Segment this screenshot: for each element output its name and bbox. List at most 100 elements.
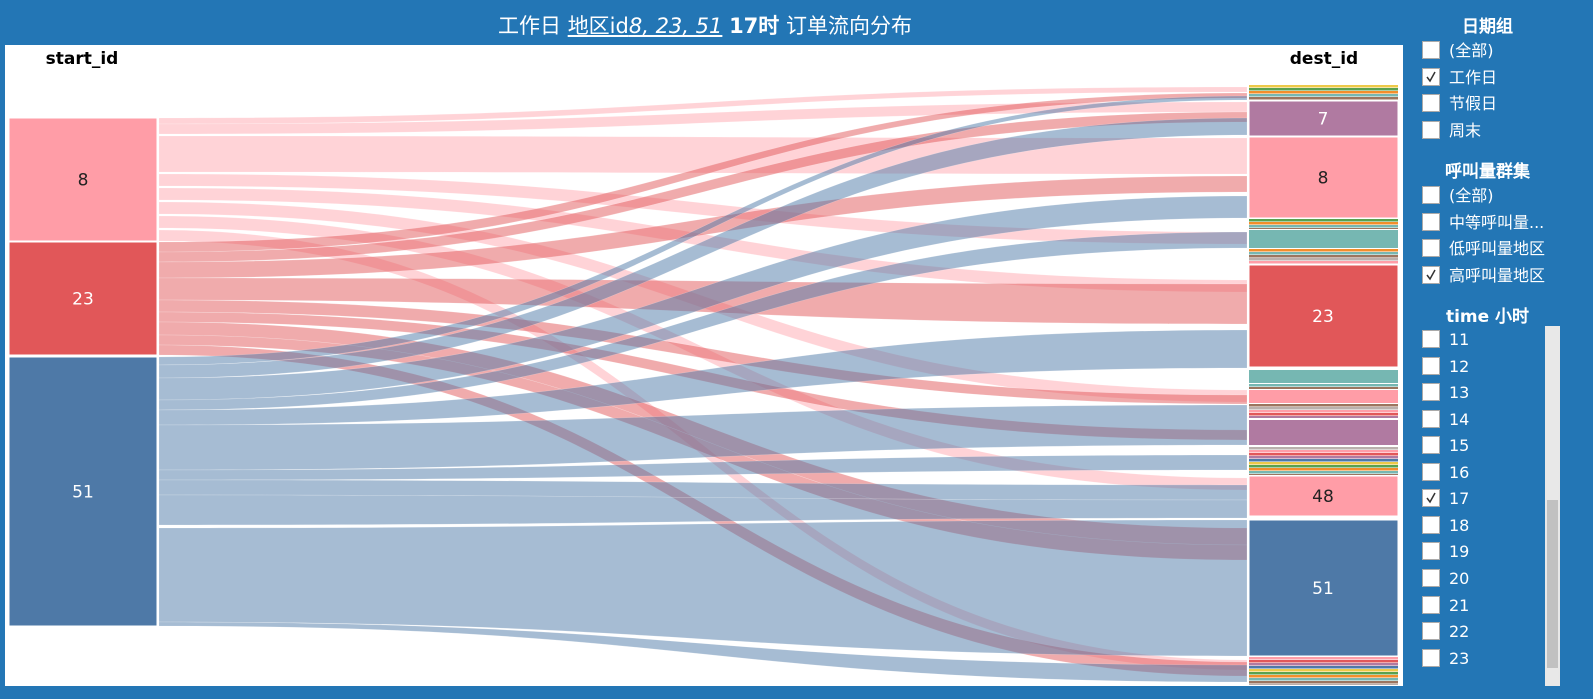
right-stripe [1249, 450, 1398, 453]
flow [158, 299, 1248, 405]
right-stripe [1249, 678, 1398, 681]
option-label: 14 [1449, 409, 1470, 429]
option-label: 11 [1449, 330, 1470, 349]
right-stripe [1249, 468, 1398, 471]
right-stripe [1249, 252, 1398, 255]
flow [158, 329, 1248, 426]
check-mark [1426, 71, 1436, 83]
flow [158, 621, 1248, 683]
right-stripe [1249, 672, 1398, 675]
checkbox[interactable] [1422, 67, 1440, 86]
option-label: 13 [1449, 383, 1470, 403]
right-stripe [1249, 666, 1398, 669]
left-node-label: 23 [72, 290, 94, 310]
checkbox[interactable] [1422, 212, 1440, 231]
right-stripe [1249, 465, 1398, 468]
option-label: 周末 [1449, 121, 1482, 141]
checkbox[interactable] [1422, 383, 1440, 402]
checkbox[interactable] [1422, 239, 1440, 258]
checkbox[interactable] [1422, 648, 1440, 667]
right-stripe [1249, 225, 1398, 228]
right-header: dest_id [1290, 49, 1358, 69]
right-stripe [1249, 660, 1398, 663]
flow [158, 519, 1248, 657]
checkbox[interactable] [1422, 121, 1440, 140]
right-stripe [1249, 675, 1398, 678]
left-node [8, 356, 158, 627]
checkbox[interactable] [1422, 595, 1440, 614]
sankey: start_id dest_id 8 23 51 7 8 23 48 51 [8, 49, 1399, 685]
option-label: 中等呼叫量... [1449, 212, 1545, 232]
checkbox[interactable] [1422, 186, 1440, 204]
left-node [8, 241, 158, 356]
right-stripe [1249, 447, 1398, 450]
right-stripe [1249, 669, 1398, 672]
right-node [1249, 370, 1398, 383]
right-stripe [1249, 255, 1398, 258]
right-stripe [1249, 85, 1398, 88]
option-label: 15 [1449, 436, 1470, 456]
checkbox[interactable] [1422, 515, 1440, 534]
scroll-thumb[interactable] [1547, 500, 1558, 668]
checkbox[interactable] [1422, 568, 1440, 587]
filter-title: time 小时 [1445, 307, 1530, 327]
flow [158, 95, 1248, 366]
right-node [1248, 519, 1399, 657]
right-stripe [1249, 219, 1398, 222]
right-stripe [1249, 222, 1398, 225]
right-node [1248, 475, 1399, 517]
flow [158, 117, 1248, 379]
filter-title: 日期组 [1462, 17, 1513, 37]
option-label: 16 [1449, 462, 1470, 482]
right-stripe [1249, 94, 1398, 97]
checkbox[interactable] [1422, 489, 1440, 508]
right-stripe [1249, 88, 1398, 91]
right-stripe [1249, 249, 1398, 252]
title-hour: 17时 [729, 14, 780, 38]
right-stripe [1249, 474, 1398, 475]
title-suffix: 订单流向分布 [785, 14, 912, 38]
right-stripe [1249, 684, 1398, 685]
checkbox[interactable] [1422, 330, 1440, 348]
right-stripe [1249, 657, 1398, 660]
right-stripe [1249, 462, 1398, 465]
right-stripe [1249, 410, 1398, 413]
checkbox[interactable] [1422, 462, 1440, 481]
checkbox[interactable] [1422, 41, 1440, 59]
flow [158, 195, 1248, 401]
right-stripe [1249, 453, 1398, 456]
title-ids[interactable]: 8, 23, 51 [628, 14, 723, 38]
title-link[interactable]: 地区id [567, 14, 629, 38]
right-stripe [1249, 228, 1398, 229]
option-label: (全部) [1449, 186, 1494, 205]
checkbox[interactable] [1422, 356, 1440, 375]
checkbox[interactable] [1422, 266, 1440, 285]
right-node-label: 51 [1312, 579, 1334, 599]
option-label: 22 [1449, 622, 1470, 642]
right-node [1249, 230, 1398, 248]
flow [158, 454, 1248, 481]
checkbox[interactable] [1422, 94, 1440, 113]
right-stripe [1249, 258, 1398, 261]
right-node-label: 48 [1312, 487, 1334, 507]
option-label: (全部) [1449, 41, 1494, 60]
right-node [1248, 100, 1399, 137]
option-label: 18 [1449, 515, 1470, 535]
option-label: 21 [1449, 595, 1470, 615]
checkbox[interactable] [1422, 542, 1440, 561]
right-node-label: 7 [1318, 110, 1329, 130]
sankey-panel: start_id dest_id 8 23 51 7 8 23 48 51 [5, 45, 1403, 686]
title-prefix: 工作日 [498, 14, 561, 38]
filter-title: 呼叫量群集 [1445, 162, 1530, 182]
checkbox[interactable] [1422, 409, 1440, 428]
right-stripe [1249, 416, 1398, 418]
flow [158, 494, 1248, 526]
checkbox[interactable] [1422, 436, 1440, 455]
left-node-label: 8 [78, 171, 89, 191]
right-stripe [1249, 413, 1398, 416]
right-node-label: 8 [1318, 169, 1329, 189]
right-node [1248, 264, 1399, 368]
scrollbar[interactable] [1545, 326, 1560, 686]
checkbox[interactable] [1422, 622, 1440, 641]
